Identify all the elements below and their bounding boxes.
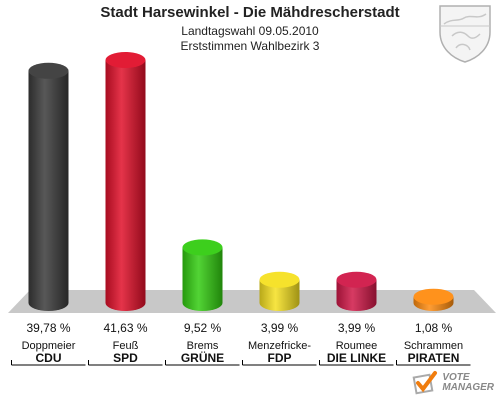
value-label: 39,78 % xyxy=(26,321,70,335)
bar-top xyxy=(105,52,146,68)
candidate-label: Doppmeier xyxy=(22,340,76,352)
bar-body xyxy=(259,279,300,311)
bar-piraten xyxy=(413,288,454,311)
party-label: PIRATEN xyxy=(408,351,460,365)
ballot-check-icon xyxy=(412,371,438,395)
party-label: CDU xyxy=(36,351,62,365)
bar-die-linke xyxy=(336,271,377,311)
bar-top xyxy=(259,271,300,288)
party-label: SPD xyxy=(113,351,138,365)
candidate-label: Schrammen xyxy=(404,340,463,352)
bar-body xyxy=(336,279,377,311)
value-label: 41,63 % xyxy=(103,321,147,335)
party-label: GRÜNE xyxy=(181,350,224,365)
value-label: 1,08 % xyxy=(415,321,453,335)
bar-cdu xyxy=(28,62,69,311)
party-separator xyxy=(242,360,317,366)
bar-fdp xyxy=(259,271,300,311)
candidate-label: Roumee xyxy=(336,340,378,352)
bar-spd xyxy=(105,52,146,311)
candidate-label: Feuß xyxy=(113,340,139,352)
bar-top xyxy=(336,271,377,288)
bar-top xyxy=(28,62,69,79)
candidate-label: Menzefricke- xyxy=(248,340,311,352)
logo-text-manager: MANAGER xyxy=(442,382,494,393)
party-separator xyxy=(165,360,240,366)
chart-title: Stadt Harsewinkel - Die Mähdrescherstadt xyxy=(100,4,400,21)
bar-body xyxy=(105,60,146,311)
party-separator xyxy=(319,360,394,366)
chart-subtitle-district: Erststimmen Wahlbezirk 3 xyxy=(180,39,320,53)
party-label: FDP xyxy=(268,351,292,365)
bar-body xyxy=(182,247,223,311)
coat-of-arms-icon xyxy=(439,5,491,63)
bar-grüne xyxy=(182,239,223,311)
candidate-label: Brems xyxy=(187,340,219,352)
value-label: 3,99 % xyxy=(261,321,299,335)
party-separator xyxy=(11,360,86,366)
vote-manager-logo: VOTE MANAGER xyxy=(412,370,494,396)
party-separator xyxy=(396,360,471,366)
party-separator xyxy=(88,360,163,366)
value-label: 3,99 % xyxy=(338,321,376,335)
logo-text-vote: VOTE xyxy=(442,372,470,383)
bar-top xyxy=(413,288,454,305)
party-label: DIE LINKE xyxy=(327,351,386,365)
chart-subtitle-election: Landtagswahl 09.05.2010 xyxy=(181,24,319,38)
value-label: 9,52 % xyxy=(184,321,222,335)
bar-body xyxy=(28,70,69,311)
bar-top xyxy=(182,239,223,256)
